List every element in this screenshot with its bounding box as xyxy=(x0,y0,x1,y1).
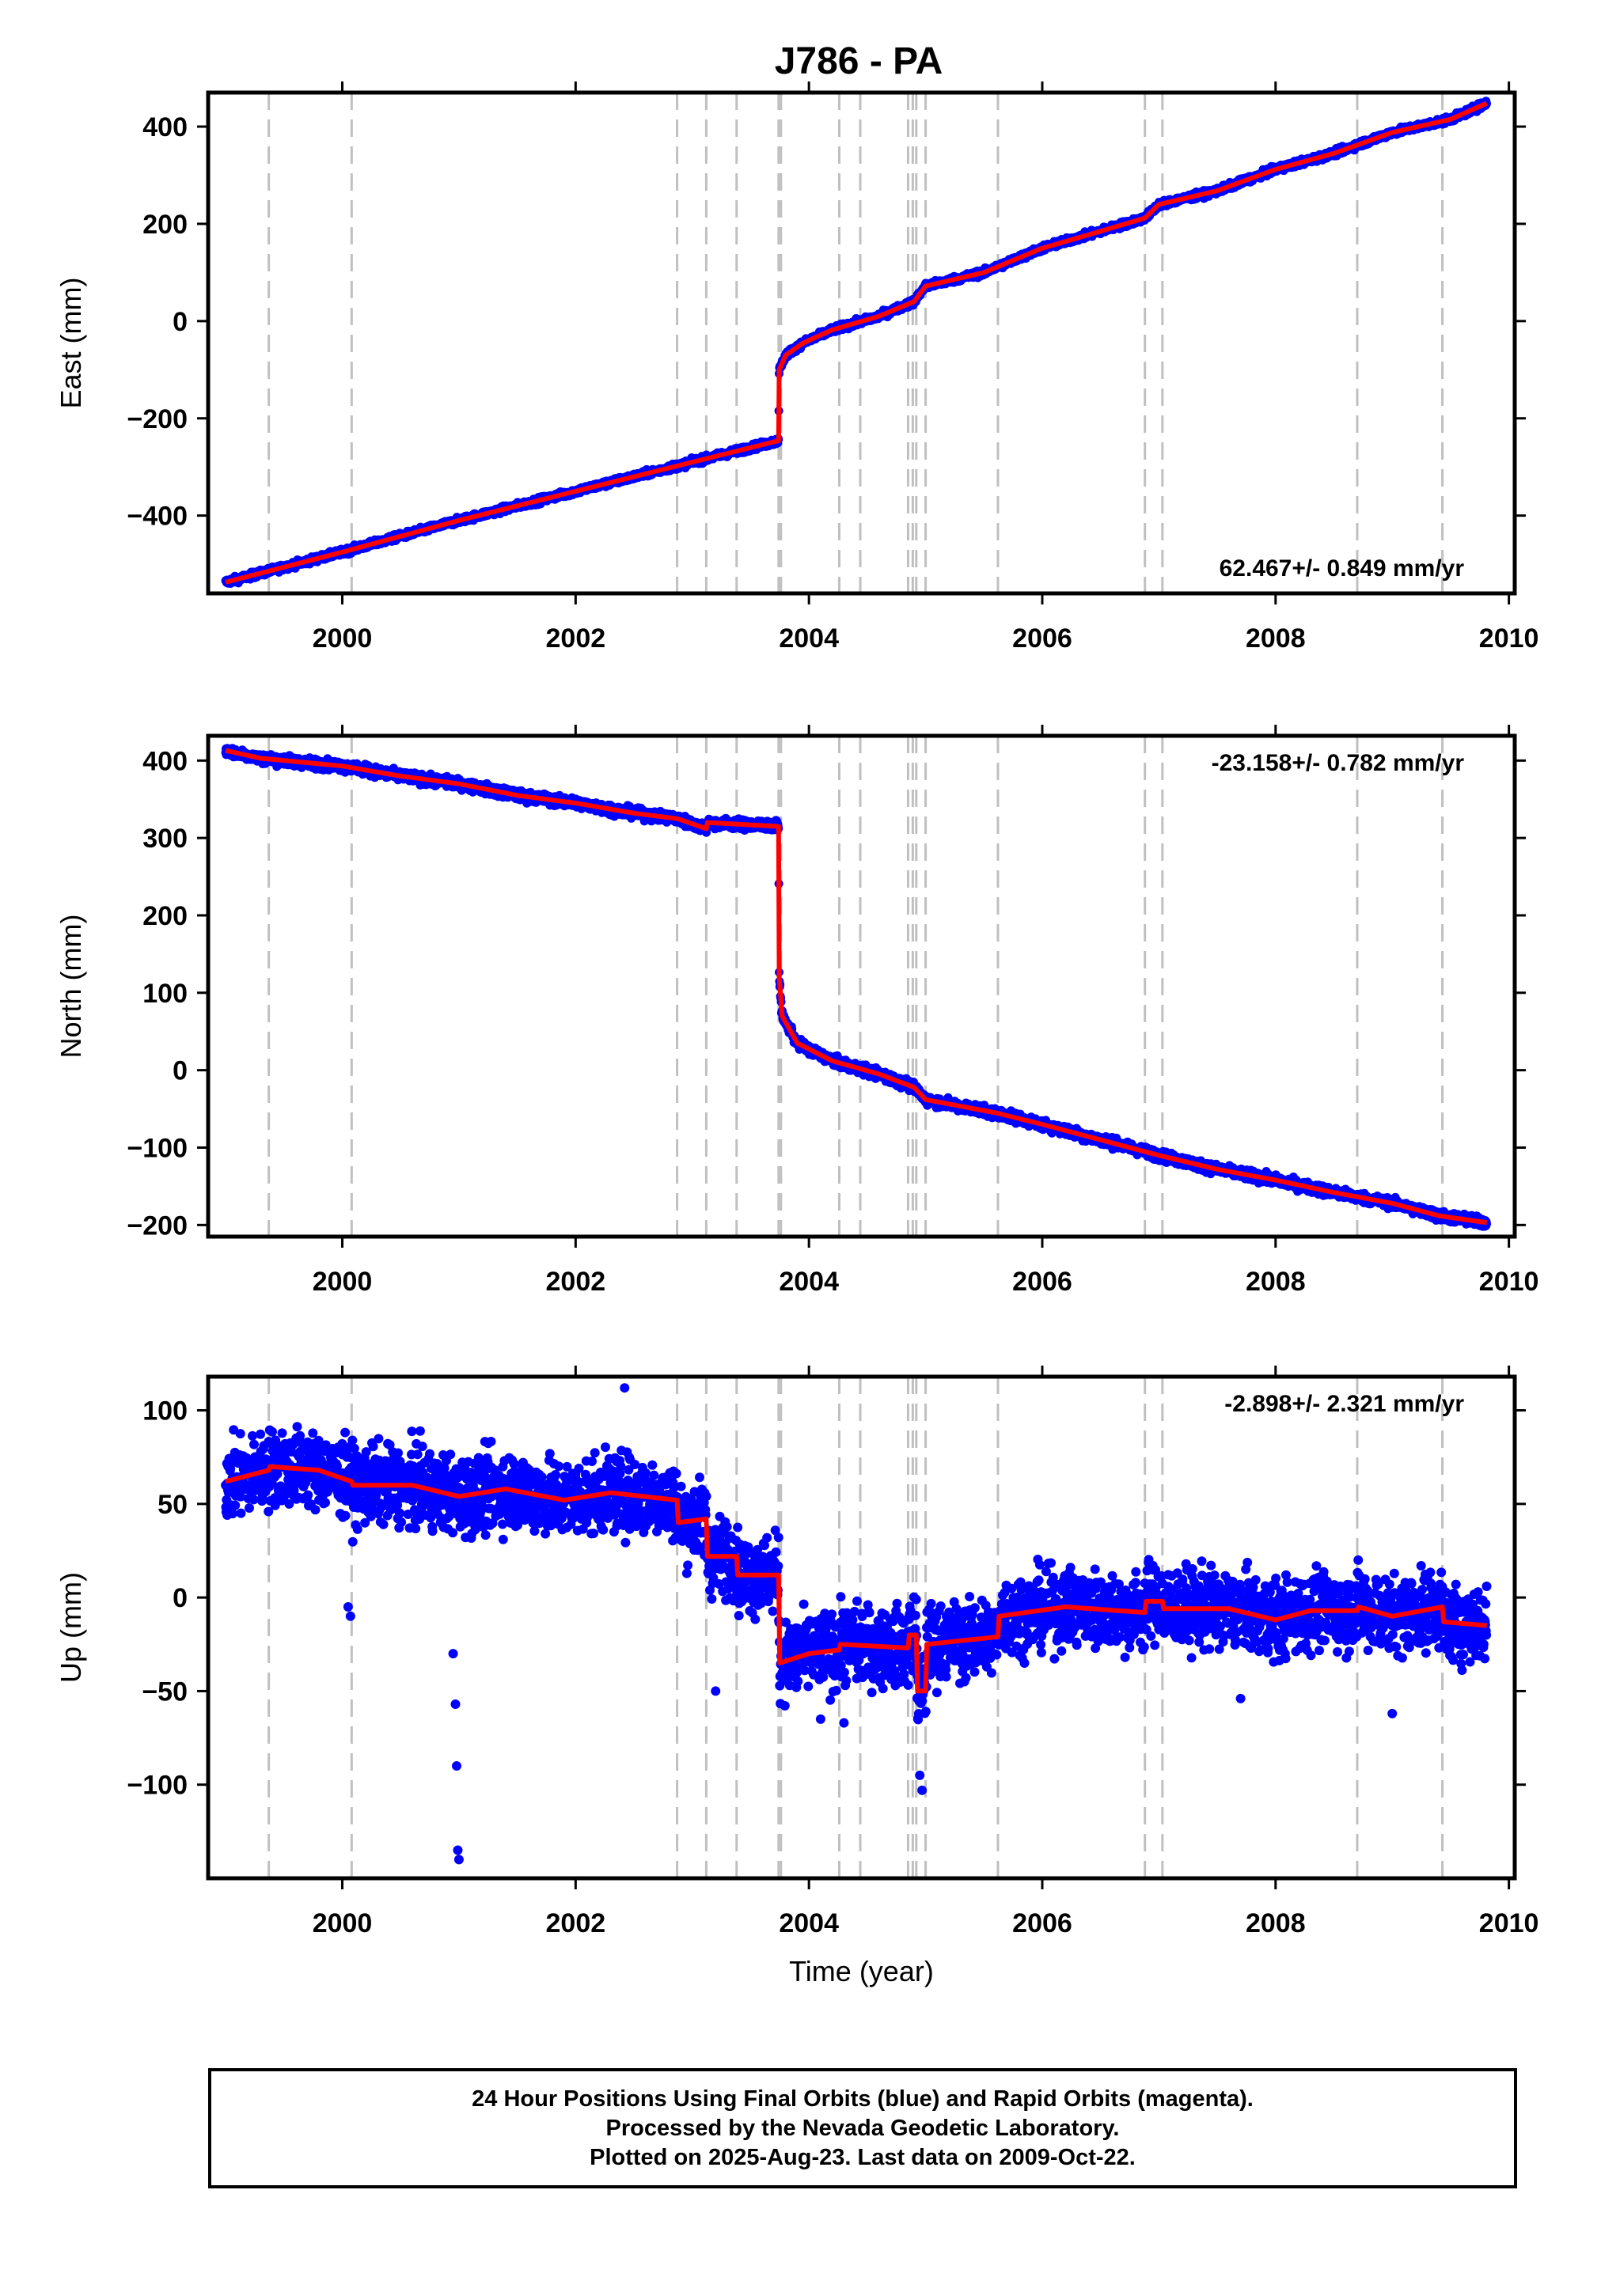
panels: −400 −200 0 200 400 2000 2002 2004 2006 2008 2010 E… xyxy=(55,81,1538,1987)
y-tick-label: −200 xyxy=(127,404,188,434)
rate-label: 62.467+/- 0.849 mm/yr xyxy=(1220,555,1465,582)
x-tick-label: 2006 xyxy=(1012,623,1072,654)
y-tick-label: 400 xyxy=(142,112,188,142)
model-fit-line xyxy=(225,100,1488,585)
panel-east: −400 −200 0 200 400 2000 2002 2004 2006 2008 2010 E… xyxy=(55,81,1538,654)
plot-area-east xyxy=(221,93,1491,593)
panel-frame xyxy=(206,90,1517,596)
x-tick-label: 2002 xyxy=(546,623,606,654)
data-points-east xyxy=(221,97,1491,588)
y-tick-label: 200 xyxy=(142,210,188,240)
plot-area-north xyxy=(221,736,1491,1237)
y-axis-label: East (mm) xyxy=(55,278,87,409)
y-tick-label: −400 xyxy=(127,502,188,532)
data-points-north xyxy=(221,744,1491,1231)
chart-title: J786 - PA xyxy=(775,40,943,82)
x-tick-label: 2000 xyxy=(313,623,373,654)
x-tick-label: 2008 xyxy=(1246,623,1306,654)
y-tick-label: 0 xyxy=(173,307,188,337)
x-tick-label: 2010 xyxy=(1479,623,1539,654)
x-tick-label: 2004 xyxy=(779,623,839,654)
